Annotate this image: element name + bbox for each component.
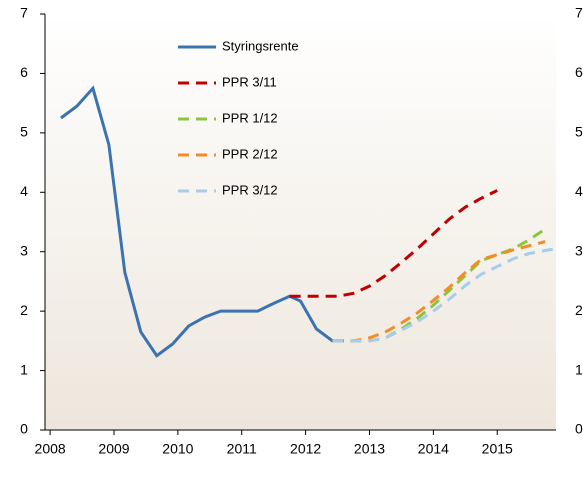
y2-tick-label: 0 bbox=[575, 421, 583, 437]
y2-tick-label: 4 bbox=[575, 183, 583, 199]
series-line bbox=[332, 227, 546, 343]
x-tick-label: 2014 bbox=[418, 441, 449, 457]
plot-area bbox=[45, 14, 556, 430]
x-tick-label: 2008 bbox=[35, 441, 66, 457]
x-tick-label: 2011 bbox=[227, 441, 257, 457]
legend-label: Styringsrente bbox=[222, 38, 299, 53]
y2-tick-label: 5 bbox=[575, 124, 583, 140]
y-tick-label: 5 bbox=[20, 124, 28, 140]
y-tick-label: 1 bbox=[20, 361, 28, 377]
x-tick-label: 2015 bbox=[482, 441, 513, 457]
x-tick-label: 2013 bbox=[354, 441, 385, 457]
lines bbox=[60, 85, 556, 358]
y-tick-label: 0 bbox=[20, 421, 28, 437]
y2-tick-label: 2 bbox=[575, 302, 583, 318]
y-tick-label: 4 bbox=[20, 183, 28, 199]
legend-label: PPR 3/11 bbox=[222, 74, 277, 89]
x-tick-label: 2010 bbox=[162, 441, 193, 457]
series-line bbox=[332, 247, 556, 343]
legend-label: PPR 2/12 bbox=[222, 146, 278, 161]
x-tick-label: 2009 bbox=[98, 441, 129, 457]
y-tick-label: 3 bbox=[20, 242, 28, 258]
legend-label: PPR 3/12 bbox=[222, 182, 278, 197]
x-tick-label: 2012 bbox=[290, 441, 321, 457]
y2-tick-label: 3 bbox=[575, 242, 583, 258]
y2-tick-label: 7 bbox=[575, 5, 583, 21]
y-tick-label: 7 bbox=[20, 5, 28, 21]
y2-tick-label: 1 bbox=[575, 361, 583, 377]
y-tick-label: 6 bbox=[20, 64, 28, 80]
y2-tick-label: 6 bbox=[575, 64, 583, 80]
series-line bbox=[332, 240, 546, 343]
y-tick-label: 2 bbox=[20, 302, 28, 318]
series-line bbox=[60, 85, 344, 358]
series-line bbox=[289, 189, 498, 298]
legend-label: PPR 1/12 bbox=[222, 110, 278, 125]
